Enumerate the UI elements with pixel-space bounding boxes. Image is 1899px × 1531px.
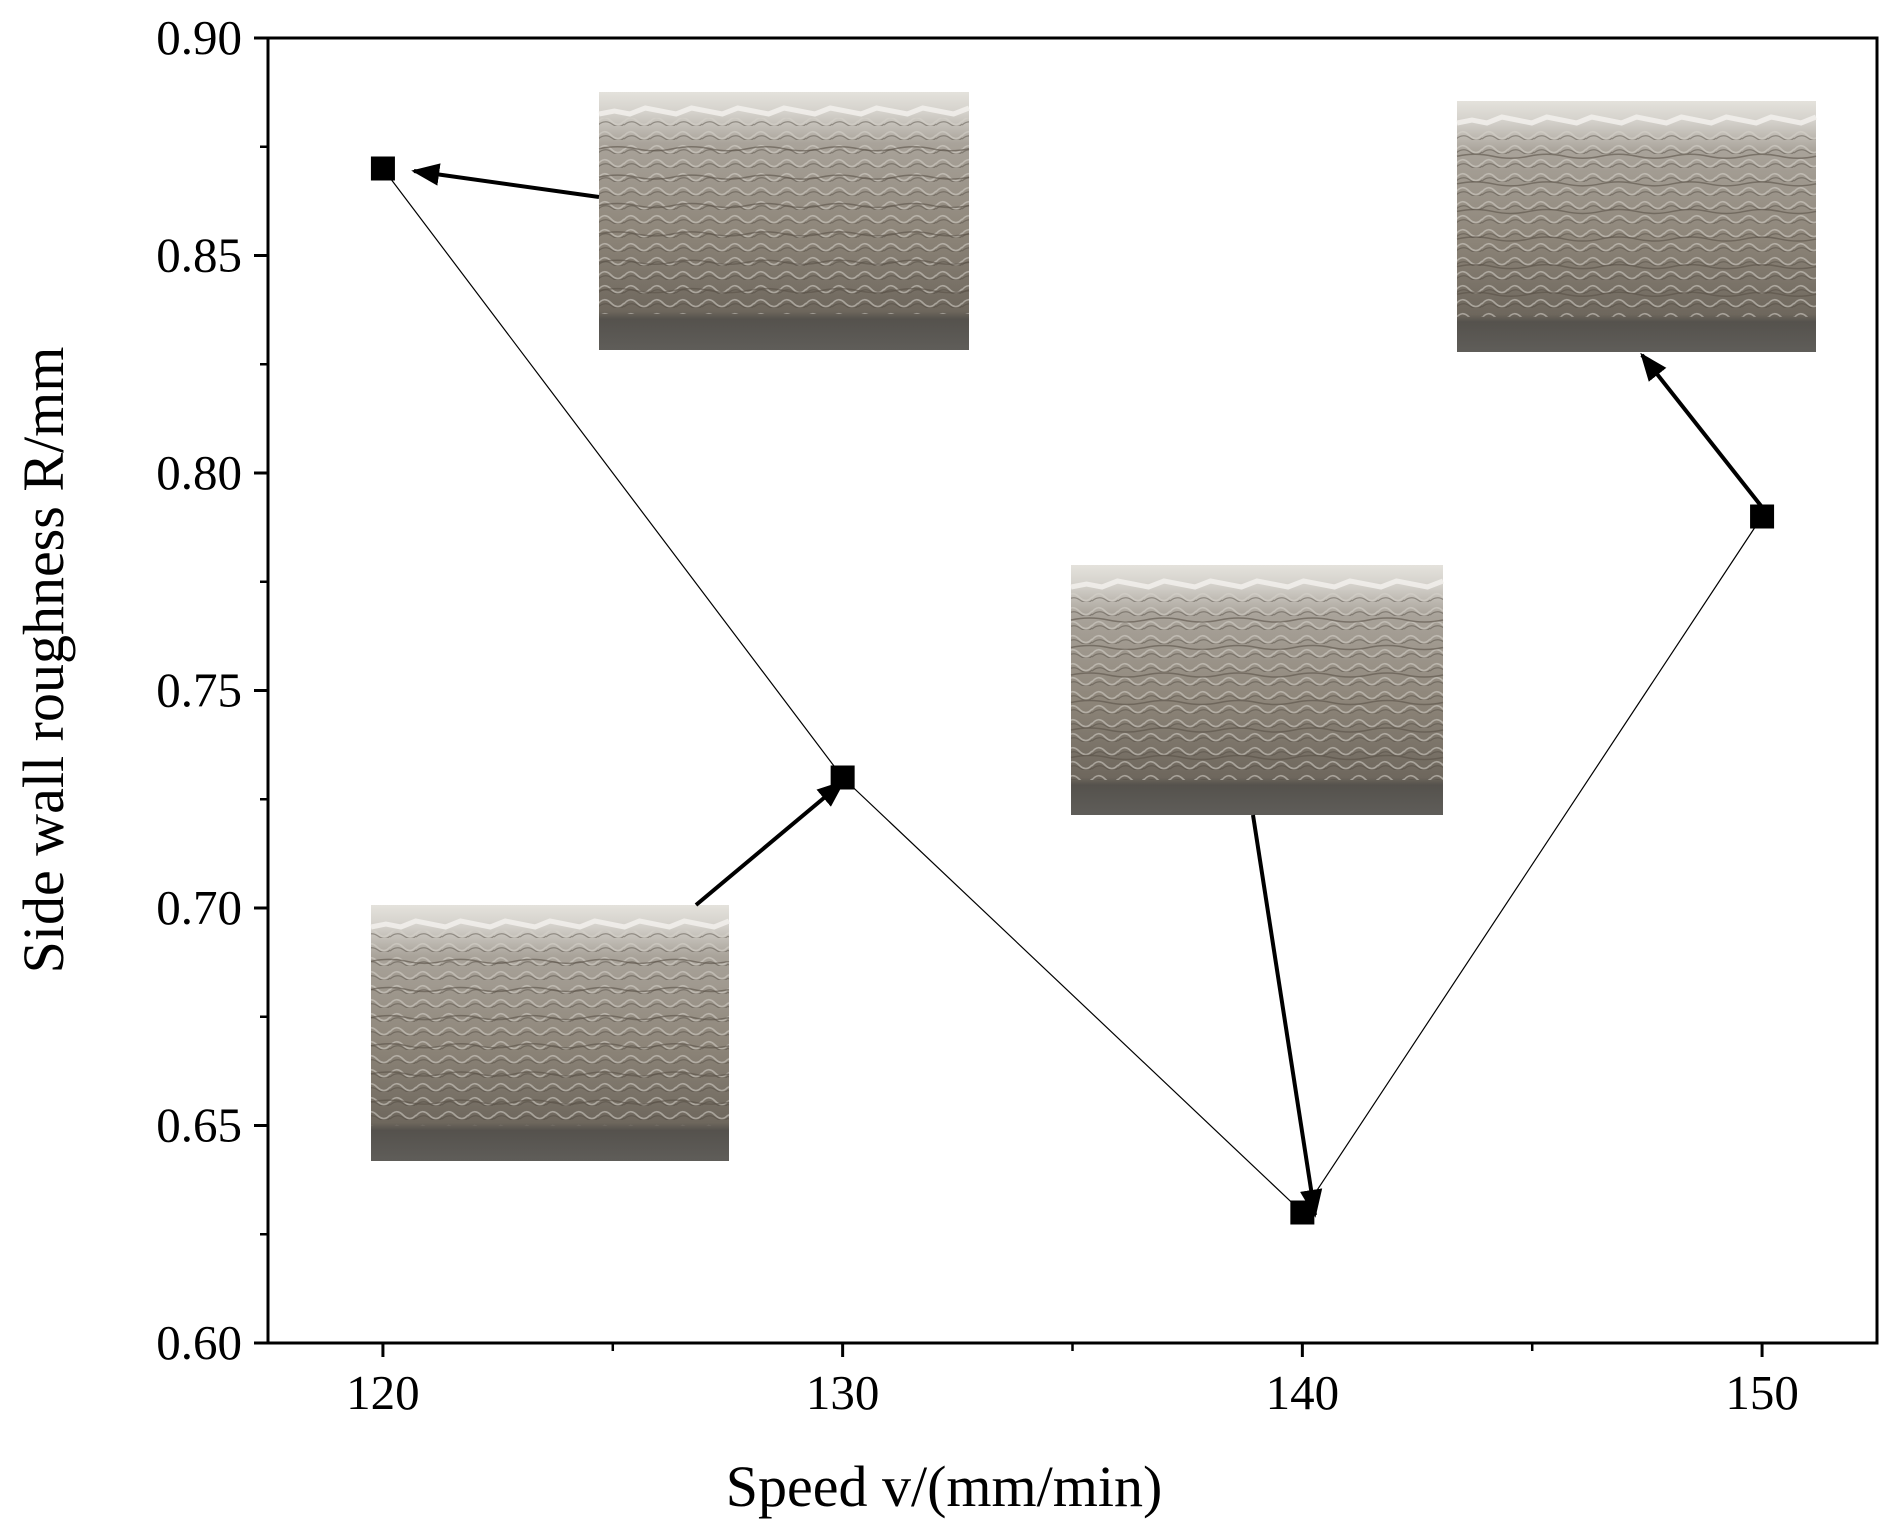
- inset-layer-line: [370, 1099, 730, 1105]
- inset-layer-line: [598, 259, 970, 266]
- photo-insets: [370, 92, 1817, 1161]
- inset-layer-line: [1456, 153, 1817, 159]
- y-tick-label: 0.90: [156, 10, 242, 65]
- photo-inset-120: [598, 92, 970, 350]
- inset-layer-line: [370, 1071, 730, 1077]
- x-tick-label: 130: [806, 1365, 880, 1420]
- y-tick-label: 0.85: [156, 228, 242, 283]
- inset-layer-line: [1070, 727, 1444, 733]
- inset-layer-line: [1070, 644, 1444, 651]
- inset-top-bead: [1070, 578, 1444, 590]
- inset-arrow: [694, 780, 846, 907]
- inset-layer-line: [1456, 263, 1817, 270]
- photo-inset-150: [1456, 101, 1817, 352]
- inset-arrow: [1251, 814, 1323, 1218]
- data-marker: [1290, 1200, 1315, 1225]
- inset-layer-line: [1070, 754, 1444, 761]
- inset-layer-line: [1070, 672, 1444, 678]
- inset-layer-line: [1456, 181, 1817, 187]
- data-marker: [370, 156, 395, 181]
- inset-layer-line: [370, 958, 730, 965]
- photo-inset-140: [1070, 565, 1444, 815]
- y-tick-label: 0.80: [156, 445, 242, 500]
- inset-layer-line: [1456, 291, 1817, 298]
- inset-arrow: [411, 163, 600, 199]
- inset-top-bead: [1456, 114, 1817, 126]
- photo-inset-130: [370, 905, 730, 1161]
- y-axis-title: Side wall roughness R/mm: [11, 347, 76, 974]
- inset-layer-line: [370, 1014, 730, 1021]
- inset-layer-line: [598, 146, 970, 152]
- inset-layer-line: [370, 986, 730, 993]
- y-tick-label: 0.60: [156, 1315, 242, 1370]
- y-tick-label: 0.65: [156, 1098, 242, 1153]
- inset-layer-line: [598, 202, 970, 209]
- axis-ticks: [254, 36, 1764, 1357]
- inset-layer-line: [370, 1043, 730, 1049]
- inset-layer-line: [1456, 236, 1817, 242]
- x-tick-label: 150: [1725, 1365, 1799, 1420]
- x-axis-title: Speed v/(mm/min): [726, 1454, 1163, 1519]
- inset-layer-line: [598, 287, 970, 294]
- inset-layer-line: [1070, 617, 1444, 623]
- inset-layer-line: [1070, 699, 1444, 706]
- y-tick-labels: 0.60 0.65 0.70 0.75 0.80 0.85 0.90: [156, 10, 242, 1370]
- inset-arrow: [1640, 352, 1771, 518]
- inset-layer-line: [598, 231, 970, 237]
- data-marker: [1750, 504, 1775, 529]
- data-marker: [830, 765, 855, 790]
- x-tick-labels: 120 130 140 150: [346, 1365, 1799, 1420]
- inset-top-bead: [598, 105, 970, 117]
- data-markers: [370, 156, 1775, 1225]
- inset-layer-line: [598, 174, 970, 180]
- x-tick-label: 140: [1266, 1365, 1340, 1420]
- y-tick-label: 0.70: [156, 880, 242, 935]
- inset-arrows: [411, 163, 1771, 1218]
- y-tick-label: 0.75: [156, 663, 242, 718]
- x-tick-label: 120: [346, 1365, 420, 1420]
- inset-top-bead: [370, 918, 730, 930]
- series-line: [382, 168, 1763, 1214]
- inset-layer-line: [1456, 208, 1817, 215]
